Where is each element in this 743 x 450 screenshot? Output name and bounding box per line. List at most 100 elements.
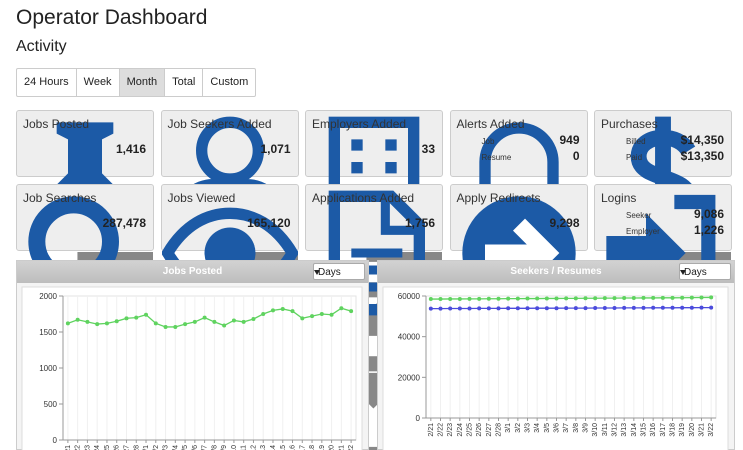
data-point <box>183 322 188 327</box>
data-point <box>486 306 491 311</box>
x-tick-label: 3/5 <box>182 445 189 450</box>
data-point <box>593 305 598 310</box>
data-point <box>709 305 714 310</box>
data-point <box>535 306 540 311</box>
x-tick-label: 3/12 <box>612 423 619 437</box>
card-title: Jobs Posted <box>23 117 90 131</box>
x-tick-label: 3/7 <box>563 423 570 433</box>
page-title: Operator Dashboard <box>16 6 208 29</box>
data-point <box>339 306 344 311</box>
stat-card: Employers Added 33 <box>305 110 452 388</box>
tab-button[interactable]: 24 Hours <box>17 69 77 96</box>
range-tabs: 24 Hours Week Month Total Custom <box>16 68 257 97</box>
data-point <box>554 306 559 311</box>
data-point <box>329 312 334 317</box>
period-select[interactable]: Days <box>679 263 731 280</box>
x-tick-label: 2/21 <box>65 445 72 450</box>
data-point <box>612 296 617 301</box>
x-tick-label: 3/21 <box>338 445 345 450</box>
x-tick-label: 3/18 <box>670 423 677 437</box>
data-point <box>631 305 636 310</box>
chart: 0 20000 40000 60000 2/21 2/22 2/23 2/24 2/25 2/26… <box>382 286 729 450</box>
x-tick-label: 2/25 <box>467 423 474 437</box>
data-point <box>525 296 530 301</box>
card-title: Apply Redirects <box>456 191 541 205</box>
data-point <box>231 318 236 323</box>
data-point <box>670 295 675 300</box>
row-value: 9,086 <box>693 207 724 221</box>
card-title: Logins <box>601 191 637 205</box>
data-point <box>428 297 433 302</box>
select-value: Days <box>684 267 707 278</box>
data-point <box>709 295 714 300</box>
data-point <box>438 306 443 311</box>
x-tick-label: 2/26 <box>114 445 121 450</box>
data-point <box>506 296 511 301</box>
tab-button[interactable]: Week <box>77 69 120 96</box>
x-tick-label: 2/23 <box>84 445 91 450</box>
data-point <box>251 317 256 322</box>
card-title: Applications Added <box>312 191 415 205</box>
x-tick-label: 3/11 <box>602 423 609 436</box>
x-tick-label: 3/4 <box>172 445 179 450</box>
x-tick-label: 2/24 <box>94 445 101 450</box>
data-point <box>641 305 646 310</box>
tab-button[interactable]: Month <box>119 69 166 96</box>
x-tick-label: 3/3 <box>525 423 532 433</box>
stat-card: Job Searches 287,478 <box>16 184 154 319</box>
x-tick-label: 3/13 <box>621 423 628 437</box>
select-arrow <box>680 270 686 275</box>
x-tick-label: 2/22 <box>438 423 445 437</box>
card-value: 1,416 <box>115 142 146 156</box>
period-select[interactable]: Days <box>313 263 365 280</box>
data-point <box>651 305 656 310</box>
data-point <box>515 296 520 301</box>
card-title: Alerts Added <box>456 117 525 131</box>
card-title: Job Searches <box>23 191 97 205</box>
row-label: Paid <box>626 153 643 162</box>
card-value: 9,298 <box>549 216 580 230</box>
data-point <box>467 306 472 311</box>
chart-panel: Seekers / Resumes Days 0 20000 40000 60000 2/2… <box>377 260 735 450</box>
card-value: 165,120 <box>247 216 291 230</box>
data-point <box>564 306 569 311</box>
x-tick-label: 2/28 <box>496 423 503 437</box>
y-tick-label: 0 <box>416 414 421 423</box>
x-tick-label: 3/7 <box>202 445 209 450</box>
arrow-shape <box>314 270 320 275</box>
stat-card: Jobs Posted 1,416 <box>16 110 163 388</box>
data-point <box>573 296 578 301</box>
x-tick-label: 3/5 <box>544 423 551 433</box>
x-tick-label: 3/1 <box>143 445 150 450</box>
data-point <box>622 296 627 301</box>
stat-card: Purchases Billed $14,350 Paid $13,350 <box>594 110 741 388</box>
chart-title: Jobs Posted <box>162 266 223 277</box>
data-point <box>75 317 80 322</box>
tab-button[interactable]: Total <box>165 69 204 96</box>
data-point <box>689 305 694 310</box>
x-tick-label: 3/8 <box>573 423 580 433</box>
x-tick-label: 2/23 <box>447 423 454 437</box>
x-tick-label: 3/11 <box>241 445 248 450</box>
data-point <box>660 295 665 300</box>
x-tick-label: 3/4 <box>534 423 541 433</box>
card-title: Purchases <box>601 117 658 131</box>
data-point <box>319 312 324 316</box>
x-tick-label: 2/26 <box>476 423 483 437</box>
x-tick-label: 3/19 <box>679 423 686 437</box>
data-point <box>622 305 627 310</box>
data-point <box>192 319 197 324</box>
data-point <box>593 296 598 301</box>
row-label: Resume <box>481 153 512 162</box>
y-tick-label: 20000 <box>398 373 421 382</box>
data-point <box>124 316 129 321</box>
data-point <box>241 319 246 324</box>
data-point <box>544 296 549 301</box>
tab-button[interactable]: Custom <box>210 76 249 88</box>
section-title: Activity <box>16 38 67 55</box>
row-value: 1,226 <box>693 223 724 237</box>
x-tick-label: 3/14 <box>270 445 277 450</box>
x-tick-label: 3/1 <box>505 423 512 433</box>
data-point <box>477 306 482 311</box>
